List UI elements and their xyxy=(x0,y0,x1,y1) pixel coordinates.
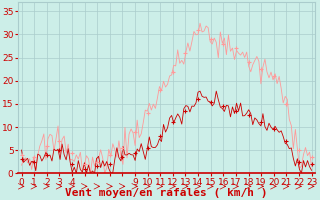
X-axis label: Vent moyen/en rafales ( km/h ): Vent moyen/en rafales ( km/h ) xyxy=(65,188,268,198)
